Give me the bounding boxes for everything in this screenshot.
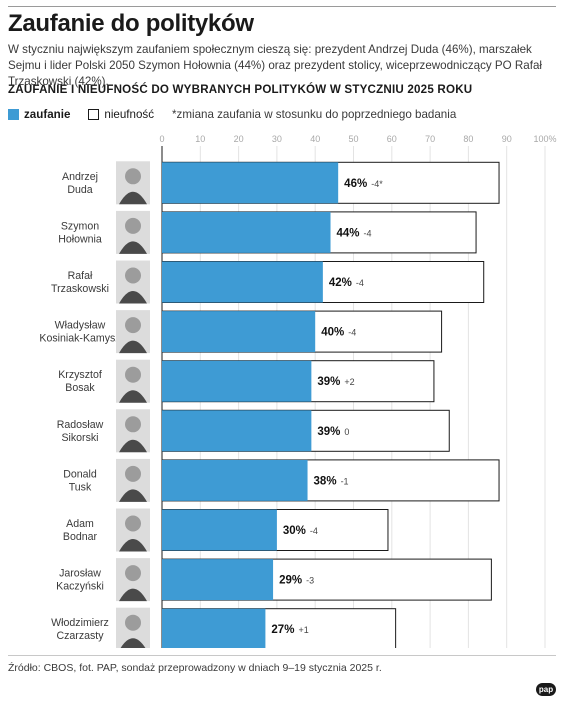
legend-swatch-trust xyxy=(8,109,19,120)
portrait-shoulders xyxy=(119,241,147,254)
portrait-head xyxy=(125,614,141,631)
politician-name: Hołownia xyxy=(58,233,102,245)
politician-name: Krzysztof xyxy=(58,369,102,381)
portrait-shoulders xyxy=(119,588,147,602)
tick-label: 40 xyxy=(310,134,320,144)
legend-label-distrust: nieufność xyxy=(104,108,155,121)
tick-label: 70 xyxy=(425,134,435,144)
trust-bar xyxy=(162,261,323,303)
trust-bar xyxy=(162,559,274,601)
value-label: 38% xyxy=(314,475,337,487)
portrait-shoulders xyxy=(119,439,147,453)
politician-name: Bosak xyxy=(65,382,95,394)
trust-bar xyxy=(162,162,339,204)
value-label: 40% xyxy=(321,327,344,339)
value-label: 46% xyxy=(344,178,367,190)
value-label: 27% xyxy=(271,624,294,636)
politician-name: Władysław xyxy=(55,320,106,332)
tick-label: 30 xyxy=(272,134,282,144)
politician-name: Kaczyński xyxy=(56,581,104,593)
change-label: -3 xyxy=(306,576,314,586)
portrait-head xyxy=(125,515,141,532)
politician-name: Andrzej xyxy=(62,171,98,183)
change-label: -1 xyxy=(341,476,349,486)
portrait-head xyxy=(125,465,141,482)
politician-name: Trzaskowski xyxy=(51,283,109,295)
trust-bar xyxy=(162,509,277,551)
value-label: 44% xyxy=(337,227,360,239)
trust-bar xyxy=(162,211,331,253)
portrait-shoulders xyxy=(119,539,147,552)
value-label: 29% xyxy=(279,575,302,587)
chart-subtitle: ZAUFANIE I NIEUFNOŚĆ DO WYBRANYCH POLITY… xyxy=(8,83,473,96)
politician-name: Szymon xyxy=(61,220,99,232)
change-label: -4* xyxy=(371,179,383,189)
lead-text: W styczniu największym zaufaniem społecz… xyxy=(8,43,542,88)
change-label: -4 xyxy=(364,228,372,238)
change-label: -4 xyxy=(310,526,318,536)
politician-name: Tusk xyxy=(69,481,92,493)
source-note: Źródło: CBOS, fot. PAP, sondaż przeprowa… xyxy=(8,662,382,674)
politician-name: Rafał xyxy=(68,270,93,282)
politician-name: Radosław xyxy=(57,419,104,431)
politician-name: Jarosław xyxy=(59,568,101,580)
legend-item-trust: zaufanie xyxy=(8,108,70,121)
politician-name: Duda xyxy=(67,184,92,196)
portrait-shoulders xyxy=(120,638,146,648)
tick-label: 90 xyxy=(502,134,512,144)
politician-name: Kosiniak-Kamysz xyxy=(39,333,120,345)
trust-bar xyxy=(162,360,312,402)
politician-name: Włodzimierz xyxy=(51,617,109,629)
value-label: 30% xyxy=(283,525,306,537)
tick-label: 60 xyxy=(387,134,397,144)
portrait-head xyxy=(125,267,141,284)
politician-name: Bodnar xyxy=(63,531,98,543)
legend-note: *zmiana zaufania w stosunku do poprzedni… xyxy=(172,108,457,121)
change-label: 0 xyxy=(344,427,349,437)
portrait-shoulders xyxy=(119,489,147,502)
portrait-head xyxy=(125,317,141,334)
portrait-shoulders xyxy=(119,191,147,205)
value-label: 39% xyxy=(317,376,340,388)
portrait-head xyxy=(125,416,141,433)
trust-bar xyxy=(162,311,316,353)
change-label: -4 xyxy=(356,278,364,288)
pap-logo: pap xyxy=(536,683,556,696)
change-label: +2 xyxy=(344,377,354,387)
portrait-shoulders xyxy=(119,340,147,354)
tick-label: 100% xyxy=(533,134,556,144)
tick-label: 10 xyxy=(195,134,205,144)
politician-name: Sikorski xyxy=(61,432,98,444)
portrait-shoulders xyxy=(119,390,147,403)
trust-bar xyxy=(162,608,266,648)
portrait-head xyxy=(125,366,141,383)
portrait-shoulders xyxy=(119,291,147,304)
politician-name: Adam xyxy=(66,518,94,530)
legend-swatch-distrust xyxy=(88,109,100,120)
value-label: 39% xyxy=(317,426,340,438)
legend-item-distrust: nieufność xyxy=(88,108,154,121)
portrait-head xyxy=(125,168,141,185)
politician-name: Czarzasty xyxy=(56,630,104,642)
change-label: +1 xyxy=(298,625,308,635)
value-label: 42% xyxy=(329,277,352,289)
portrait-head xyxy=(125,565,141,582)
tick-label: 50 xyxy=(348,134,358,144)
tick-label: 80 xyxy=(463,134,473,144)
tick-label: 20 xyxy=(234,134,244,144)
trust-bar xyxy=(162,410,312,452)
trust-bar xyxy=(162,459,308,501)
legend-label-trust: zaufanie xyxy=(24,108,71,121)
top-rule xyxy=(8,6,556,7)
legend: zaufanie nieufność *zmiana zaufania w st… xyxy=(8,108,456,121)
politician-name: Donald xyxy=(63,468,97,480)
tick-label: 0 xyxy=(159,134,164,144)
bottom-rule xyxy=(8,655,556,656)
portrait-head xyxy=(125,217,141,234)
page-title: Zaufanie do polityków xyxy=(8,10,254,37)
change-label: -4 xyxy=(348,328,356,338)
